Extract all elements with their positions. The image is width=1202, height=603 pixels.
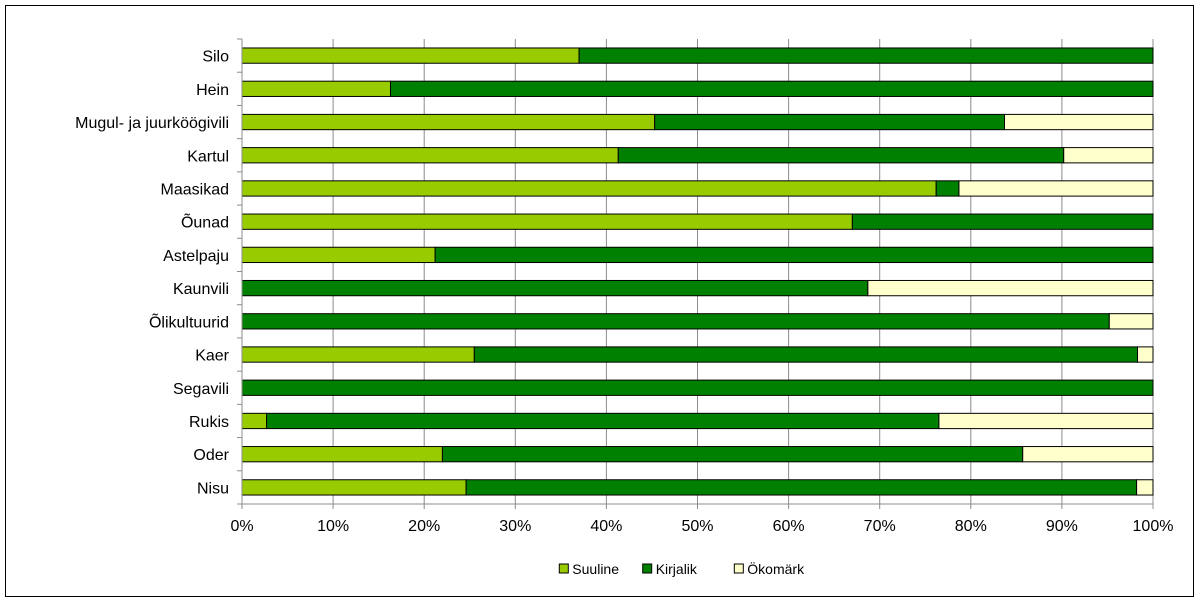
legend-label-okomark: Ökomärk (747, 560, 805, 577)
stacked-bar-chart: 0% 10% 20% 30% 40% 50% 60% 70% 80% 90% 100% Silo Hei… (75, 38, 1173, 577)
x-tick-label: 50% (681, 518, 713, 535)
legend-swatch-kirjalik (642, 563, 653, 574)
bar-kirjalik-maasikad (935, 180, 960, 197)
x-tick-label: 20% (408, 518, 440, 535)
bar-suuline-nisu (241, 479, 467, 496)
x-tick-label: 30% (499, 518, 531, 535)
bar-kirjalik-kaunvili (241, 279, 869, 297)
x-tick-label: 10% (317, 518, 349, 535)
bar-kirjalik-kartul (617, 147, 1065, 164)
category-label: Kaer (195, 348, 229, 365)
bar-suuline-ounad (241, 213, 853, 230)
legend-label-suuline: Suuline (572, 561, 619, 577)
category-label: Rukis (189, 414, 229, 431)
x-tick-label: 80% (955, 518, 987, 535)
bar-suuline-rukis (241, 412, 268, 430)
bar-okomark-rukis (938, 412, 1154, 430)
x-tick-label: 60% (773, 518, 805, 535)
bar-okomark-maasikad (958, 180, 1154, 197)
bar-kirjalik-astelpaju (434, 246, 1154, 264)
bar-suuline-oder (241, 446, 443, 463)
gridlines (332, 39, 1154, 504)
labels: 0% 10% 20% 30% 40% 50% 60% 70% 80% 90% 100% Silo Hei… (75, 49, 1173, 535)
category-label: Maasikad (161, 181, 229, 198)
legend-label-kirjalik: Kirjalik (656, 561, 698, 577)
category-label: Oder (193, 447, 229, 464)
bar-okomark-kaunvili (867, 279, 1154, 297)
x-tick-label: 100% (1133, 518, 1174, 535)
bar-okomark-mugul-ja-juurkoogivili (1004, 113, 1154, 131)
x-tick-label: 70% (864, 518, 896, 535)
bar-suuline-kaer (241, 346, 475, 363)
chart-area: 0% 10% 20% 30% 40% 50% 60% 70% 80% 90% 100% Silo Hei… (5, 5, 1194, 597)
bar-kirjalik-hein (389, 80, 1154, 97)
category-label: Nisu (197, 480, 229, 497)
bar-kirjalik-silo (578, 47, 1154, 64)
bar-okomark-kartul (1063, 147, 1154, 164)
bar-suuline-kartul (241, 147, 619, 164)
legend-swatch-suuline (558, 563, 569, 574)
bar-okomark-oder (1022, 446, 1154, 463)
category-label: Mugul- ja juurköögivili (75, 115, 229, 132)
category-label: Astelpaju (163, 248, 229, 265)
bar-kirjalik-olikultuurid (241, 313, 1110, 330)
bar-suuline-maasikad (241, 180, 937, 197)
category-label: Segavili (173, 381, 229, 398)
x-tick-label: 0% (230, 518, 253, 535)
bars (241, 47, 1154, 496)
legend-swatch-okomark (733, 563, 744, 574)
bar-kirjalik-ounad (851, 213, 1154, 230)
bar-okomark-kaer (1137, 346, 1154, 363)
axes (237, 38, 1154, 509)
x-tick-label: 40% (590, 518, 622, 535)
category-label: Silo (202, 49, 229, 66)
bar-suuline-hein (241, 80, 391, 97)
bar-suuline-silo (241, 47, 580, 64)
bar-suuline-astelpaju (241, 246, 436, 264)
bar-kirjalik-oder (441, 446, 1024, 463)
bar-okomark-nisu (1136, 479, 1154, 496)
bar-kirjalik-kaer (473, 346, 1139, 363)
bar-okomark-olikultuurid (1108, 313, 1154, 330)
x-tick-label: 90% (1046, 518, 1078, 535)
category-label: Kaunvili (173, 281, 229, 298)
bar-kirjalik-rukis (266, 412, 940, 430)
bar-kirjalik-mugul-ja-juurkoogivili (654, 113, 1006, 131)
category-label: Hein (196, 82, 229, 99)
category-label: Kartul (187, 148, 229, 165)
legend: Suuline Kirjalik Ökomärk (558, 560, 805, 577)
bar-kirjalik-nisu (465, 479, 1138, 496)
bar-suuline-mugul-ja-juurkoogivili (241, 113, 656, 131)
category-label: Õlikultuurid (149, 311, 229, 331)
bar-kirjalik-segavili (241, 379, 1154, 396)
category-label: Õunad (181, 212, 229, 232)
